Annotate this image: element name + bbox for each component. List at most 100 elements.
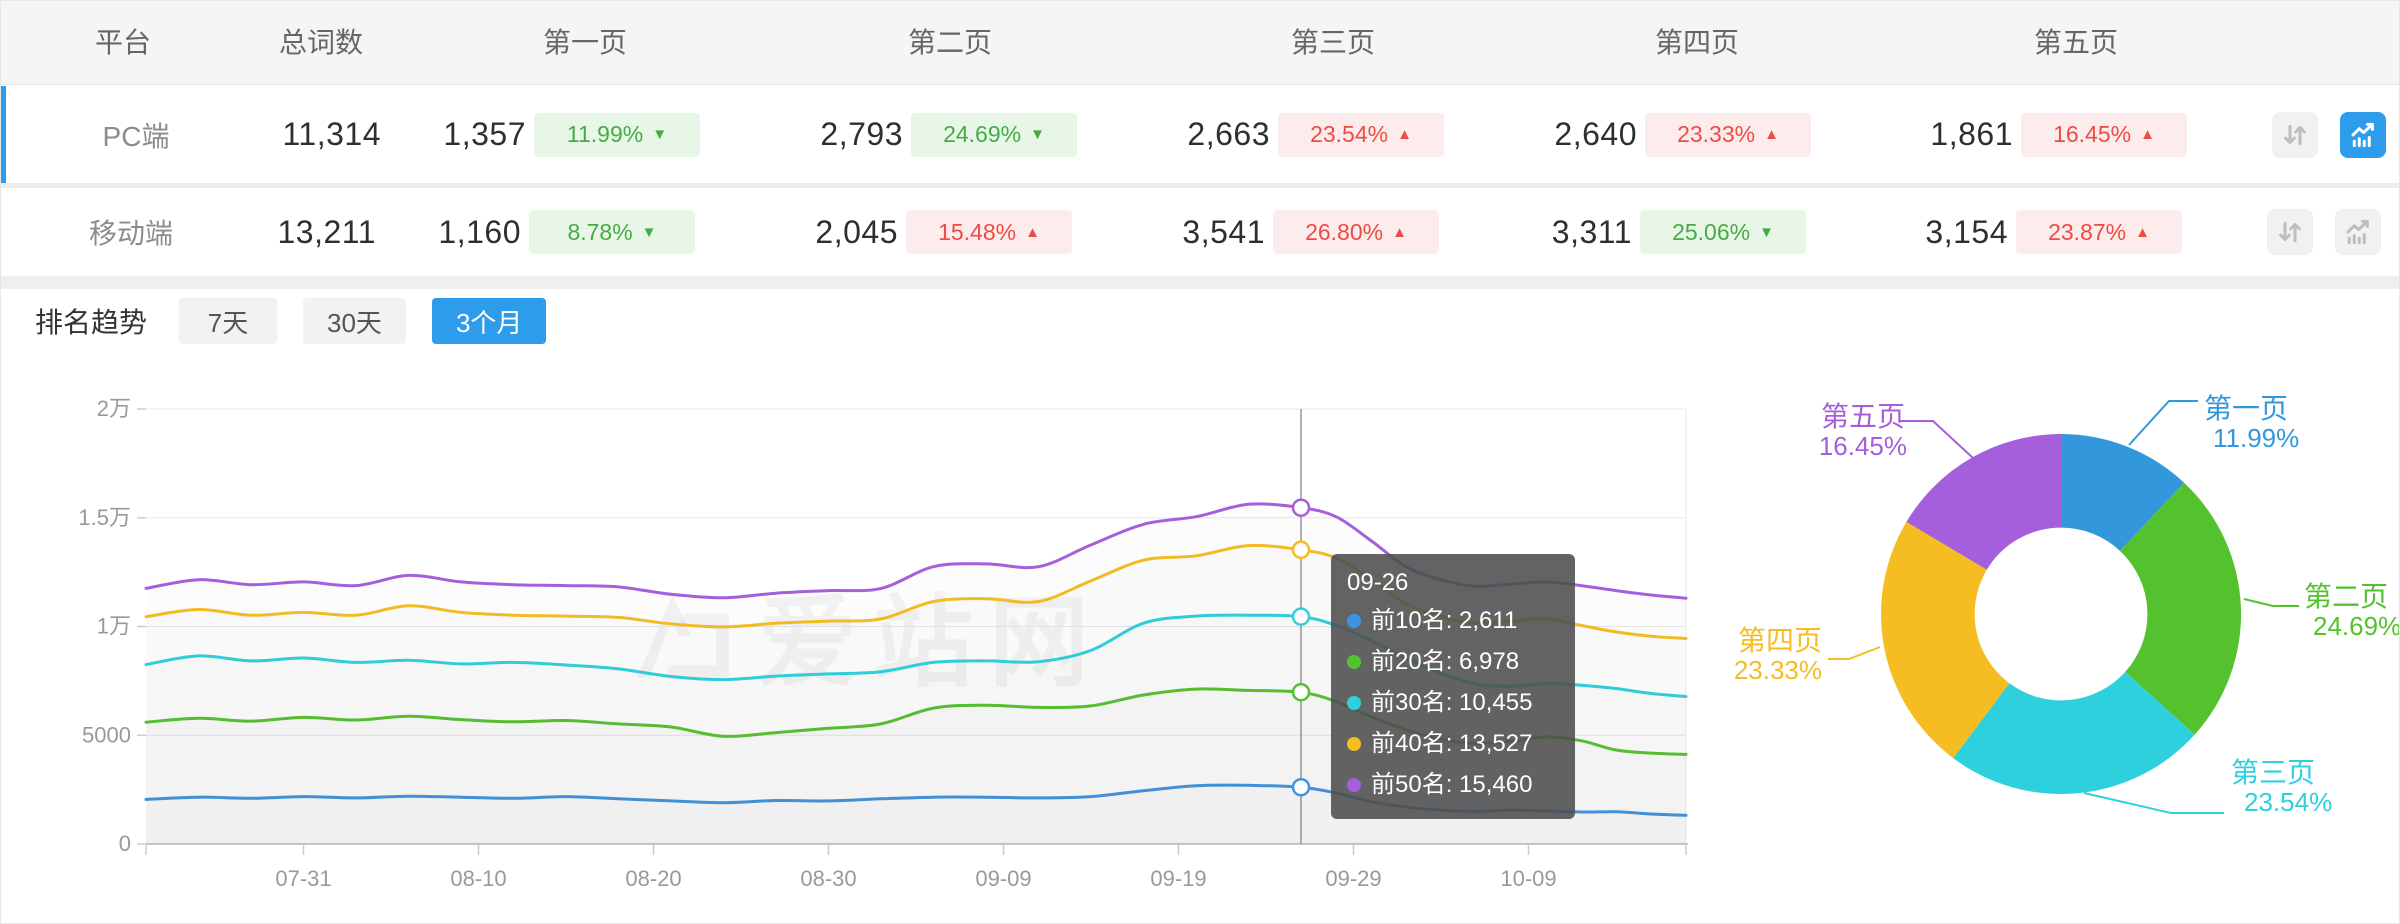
chart-toggle-button[interactable] [2335, 209, 2381, 255]
trend-arrow-icon: ▲ [2140, 126, 2155, 143]
donut-pct-page1: 11.99% [2213, 423, 2300, 453]
hover-marker-前40名 [1291, 540, 1311, 560]
col-header-page3: 第三页 [1290, 27, 1376, 58]
tab-7days[interactable]: 7天 [179, 298, 278, 344]
donut-slice-第一页[interactable] [2061, 434, 2185, 551]
sort-arrows-icon [2284, 124, 2306, 145]
donut-slice-第五页[interactable] [1906, 434, 2061, 570]
hover-marker-前30名 [1291, 607, 1311, 626]
col-header-platform: 平台 [94, 27, 152, 58]
trend-arrow-icon: ▲ [1025, 223, 1040, 241]
col-header-page4: 第四页 [1654, 27, 1740, 58]
platform-label: 移动端 [88, 218, 173, 249]
x-axis-label: 07-31 [275, 866, 331, 891]
badge-pct: 11.99% [566, 121, 644, 147]
sort-button[interactable] [2267, 209, 2313, 255]
donut-slice-第四页[interactable] [1881, 521, 2010, 759]
total-words-value: 11,314 [282, 116, 381, 152]
table-header: 平台 总词数 第一页 第二页 第三页 第四页 第五页 [1, 1, 2399, 85]
trend-section-header: 排名趋势 7天 30天 3个月 [1, 293, 2399, 349]
trend-arrow-icon: ▼ [641, 223, 657, 241]
page4-trend-badge: 25.06% ▼ [1640, 210, 1806, 254]
donut-label-page5: 第五页 [1820, 401, 1905, 432]
donut-chart-canvas[interactable] [1741, 351, 2400, 924]
tab-3months[interactable]: 3个月 [431, 298, 547, 344]
page-distribution-donut-chart[interactable] [1741, 351, 2400, 924]
donut-pct-page2: 24.69% [2313, 611, 2400, 641]
page4-trend-badge: 23.33% ▲ [1645, 112, 1811, 157]
range-tabs: 7天 30天 3个月 [179, 298, 547, 344]
donut-slice-第三页[interactable] [1953, 671, 2195, 795]
page1-trend-badge: 11.99% ▼ [534, 112, 700, 157]
donut-slice-第二页[interactable] [2120, 482, 2242, 735]
sort-arrows-icon [2279, 221, 2301, 243]
page2-trend-badge: 24.69% ▼ [911, 112, 1077, 157]
badge-pct: 15.48% [938, 218, 1017, 245]
label-leader-line-第二页 [2243, 598, 2299, 607]
area-fill-前50名 [146, 504, 1686, 844]
sort-button[interactable] [2272, 111, 2318, 158]
col-header-total: 总词数 [278, 27, 364, 58]
page2-count: 2,793 [820, 116, 903, 152]
label-leader-line-第一页 [2128, 400, 2198, 446]
y-axis-label: 2万 [97, 396, 131, 421]
label-leader-line-第四页 [1828, 646, 1881, 660]
x-axis-label: 09-09 [975, 866, 1031, 891]
trend-arrow-icon: ▼ [1030, 126, 1045, 143]
platform-label: PC端 [102, 120, 170, 152]
badge-pct: 23.54% [1310, 121, 1389, 147]
page2-count: 2,045 [815, 213, 898, 250]
row-separator [1, 183, 2399, 188]
total-words-value: 13,211 [277, 213, 376, 250]
hover-marker-前50名 [1291, 498, 1311, 517]
donut-pct-page5: 16.45% [1818, 431, 1907, 461]
page3-trend-badge: 23.54% ▲ [1278, 112, 1444, 157]
donut-label-page3: 第三页 [2231, 757, 2316, 788]
donut-label-page1: 第一页 [2204, 393, 2289, 424]
badge-pct: 8.78% [567, 218, 633, 245]
badge-pct: 25.06% [1672, 218, 1751, 245]
page2-trend-badge: 15.48% ▲ [906, 210, 1072, 254]
x-axis-label: 09-19 [1150, 866, 1206, 891]
y-axis-label: 0 [119, 831, 131, 856]
badge-pct: 23.87% [2048, 218, 2127, 245]
x-axis-label: 08-10 [450, 866, 506, 891]
page5-trend-badge: 16.45% ▲ [2021, 112, 2187, 157]
trend-arrow-icon: ▲ [1397, 126, 1412, 143]
line-chart-canvas[interactable]: 0 5000 1万 1.5万 2万 07-31 08-10 08-20 08-30 09-09 09… [1, 351, 1741, 924]
y-axis-label: 1.5万 [78, 505, 131, 530]
table-row-mobile[interactable]: 移动端 13,211 1,160 8.78% ▼ 2,045 15.48% ▲ 3,… [1, 188, 2399, 276]
page1-trend-badge: 8.78% ▼ [529, 210, 695, 254]
donut-label-page4: 第四页 [1737, 625, 1822, 656]
trend-arrow-icon: ▲ [1764, 126, 1779, 143]
trend-arrow-icon: ▲ [2135, 223, 2150, 241]
donut-pct-page4: 23.33% [1733, 655, 1822, 685]
chart-toggle-button[interactable] [2340, 111, 2386, 158]
page3-count: 3,541 [1182, 213, 1265, 250]
trend-title: 排名趋势 [35, 307, 148, 338]
y-axis-label: 1万 [97, 614, 131, 639]
rank-trend-line-chart[interactable]: 爱站网 050001万1.5万2万07-3108-1008-2008-3009-… [1, 351, 1741, 924]
x-axis-label: 09-29 [1325, 866, 1381, 891]
x-axis-label: 10-09 [1500, 866, 1556, 891]
hover-marker-前20名 [1291, 682, 1311, 702]
x-axis-label: 08-20 [625, 866, 681, 891]
hover-marker-前10名 [1291, 777, 1311, 797]
tab-30days[interactable]: 30天 [303, 298, 406, 344]
table-row-pc[interactable]: PC端 11,314 1,357 11.99% ▼ 2,793 24.69% ▼ 2… [1, 86, 2399, 183]
page4-count: 2,640 [1554, 116, 1637, 152]
y-axis-label: 5000 [82, 722, 131, 747]
section-divider [1, 276, 2399, 289]
badge-pct: 24.69% [943, 121, 1022, 147]
x-axis-label: 08-30 [800, 866, 856, 891]
label-leader-line-第三页 [2083, 792, 2224, 814]
page3-count: 2,663 [1187, 116, 1270, 152]
trend-arrow-icon: ▼ [1759, 223, 1774, 241]
col-header-page2: 第二页 [907, 27, 993, 58]
col-header-page1: 第一页 [542, 27, 628, 58]
donut-label-page2: 第二页 [2304, 581, 2389, 612]
badge-pct: 16.45% [2053, 121, 2132, 147]
donut-pct-page3: 23.54% [2244, 787, 2333, 817]
trend-chart-icon [2351, 122, 2374, 147]
